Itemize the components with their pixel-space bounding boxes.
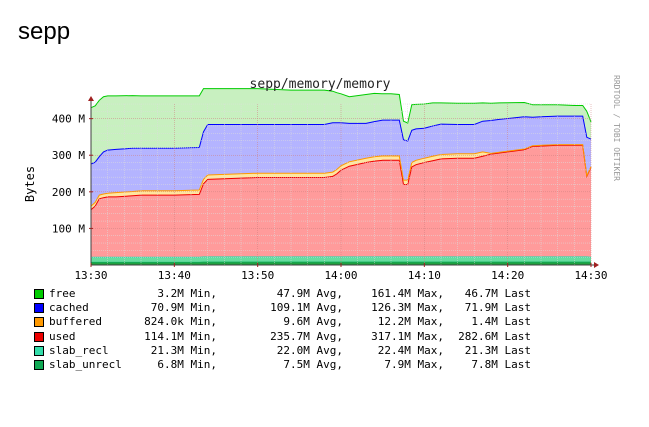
legend-avg: 7.5M Avg, (283, 357, 343, 371)
x-tick-label: 14:00 (324, 269, 357, 282)
legend-name: free (49, 287, 76, 300)
legend-min: 21.3M Min, (150, 343, 217, 357)
legend-last: 1.4M Last (471, 315, 531, 329)
legend-avg: 109.1M Avg, (270, 301, 343, 315)
y-tick-label: 300 M (52, 149, 85, 162)
legend-row-buffered: buffered 824.0k Min, 9.6M Avg, 12.2M Max, 1.… (34, 315, 554, 329)
legend-last: 46.7M Last (464, 287, 531, 300)
legend-min: 6.8M Min, (157, 357, 217, 371)
legend-row-used: used 114.1M Min, 235.7M Avg, 317.1M Max, 282… (34, 330, 554, 344)
legend-name: used (49, 329, 76, 343)
y-axis-arrow (88, 96, 94, 101)
chart-lines (90, 88, 592, 263)
x-axis-ticks: 13:30 13:40 13:50 14:00 14:10 14:20 14:30 (74, 263, 608, 282)
legend-min: 824.0k Min, (144, 315, 217, 329)
x-tick-label: 13:30 (74, 269, 107, 282)
legend-max: 126.3M Max, (371, 301, 444, 315)
chart-grid (90, 103, 592, 265)
y-axis-ticks: 100 M 200 M 300 M 400 M (52, 113, 93, 235)
legend-swatch (34, 359, 44, 370)
x-tick-label: 13:40 (158, 269, 191, 282)
x-tick-label: 14:10 (408, 269, 441, 282)
legend-swatch (34, 331, 44, 342)
y-tick-label: 200 M (52, 186, 85, 199)
legend-min: 114.1M Min, (144, 329, 217, 343)
legend-name: slab_unrecl (49, 357, 122, 371)
x-tick-label: 14:30 (574, 269, 607, 282)
line-cached (90, 115, 592, 165)
legend: free 3.2M Min, 47.9M Avg, 161.4M Max, 46.7M … (34, 287, 554, 372)
legend-min: 3.2M Min, (157, 287, 217, 300)
legend-swatch (34, 317, 44, 328)
legend-max: 22.4M Max, (377, 343, 444, 357)
area-used (91, 145, 591, 258)
legend-row-free: free 3.2M Min, 47.9M Avg, 161.4M Max, 46.7M … (34, 287, 554, 301)
legend-last: 21.3M Last (464, 343, 531, 357)
rrdtool-credit: RRDTOOL / TOBI OETIKER (612, 75, 621, 181)
area-cached (91, 116, 591, 207)
legend-min: 70.9M Min, (150, 301, 217, 315)
legend-last: 7.8M Last (471, 357, 531, 371)
y-axis-label: Bytes (23, 166, 37, 202)
legend-name: buffered (49, 315, 102, 329)
legend-max: 7.9M Max, (384, 357, 444, 371)
legend-max: 161.4M Max, (371, 287, 444, 300)
x-tick-label: 13:50 (241, 269, 274, 282)
line-buffered (90, 144, 592, 207)
y-tick-label: 100 M (52, 222, 85, 235)
area-free (91, 88, 591, 164)
area-slab_recl (91, 256, 591, 263)
legend-name: slab_recl (49, 343, 109, 357)
x-axis-arrow (594, 262, 599, 268)
legend-row-slab_unrecl: slab_unrecl 6.8M Min, 7.5M Avg, 7.9M Max, 7.… (34, 358, 554, 372)
legend-avg: 9.6M Avg, (283, 315, 343, 329)
legend-avg: 235.7M Avg, (270, 329, 343, 343)
legend-last: 282.6M Last (458, 329, 531, 343)
legend-avg: 22.0M Avg, (276, 343, 343, 357)
legend-row-slab_recl: slab_recl 21.3M Min, 22.0M Avg, 22.4M Max, 2… (34, 344, 554, 358)
chart-areas (91, 88, 591, 265)
chart-axes (88, 96, 599, 268)
legend-swatch (34, 289, 44, 299)
line-free (90, 88, 592, 124)
legend-avg: 47.9M Avg, (276, 287, 343, 300)
legend-max: 317.1M Max, (371, 329, 444, 343)
chart-title: sepp/memory/memory (250, 77, 391, 92)
legend-swatch (34, 345, 44, 356)
page-title: sepp (18, 18, 71, 45)
y-tick-label: 400 M (52, 113, 85, 126)
legend-row-cached: cached 70.9M Min, 109.1M Avg, 126.3M Max, 71… (34, 301, 554, 315)
legend-last: 71.9M Last (464, 301, 531, 315)
legend-name: cached (49, 301, 89, 315)
line-used (90, 144, 592, 211)
legend-swatch (34, 303, 44, 314)
x-tick-label: 14:20 (491, 269, 524, 282)
legend-max: 12.2M Max, (377, 315, 444, 329)
